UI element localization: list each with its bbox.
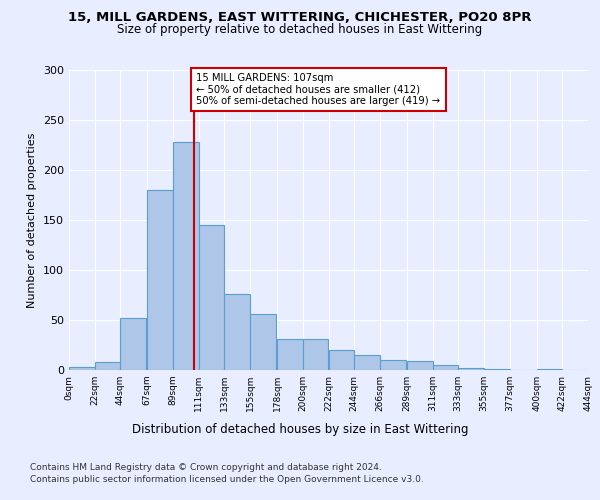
Bar (121, 318, 146, 370)
Bar (199, 225, 224, 370)
Bar (484, 369, 509, 370)
Bar (354, 355, 380, 370)
Text: Size of property relative to detached houses in East Wittering: Size of property relative to detached ho… (118, 22, 482, 36)
Bar (407, 361, 433, 370)
Text: 15 MILL GARDENS: 107sqm
← 50% of detached houses are smaller (412)
50% of semi-d: 15 MILL GARDENS: 107sqm ← 50% of detache… (196, 73, 440, 106)
Bar (224, 294, 250, 370)
Text: Contains HM Land Registry data © Crown copyright and database right 2024.: Contains HM Land Registry data © Crown c… (30, 462, 382, 471)
Bar (536, 369, 562, 370)
Text: 15, MILL GARDENS, EAST WITTERING, CHICHESTER, PO20 8PR: 15, MILL GARDENS, EAST WITTERING, CHICHE… (68, 11, 532, 24)
Bar (250, 314, 276, 370)
Bar (95, 362, 121, 370)
Bar (69, 367, 95, 370)
Bar (458, 368, 484, 370)
Text: Contains public sector information licensed under the Open Government Licence v3: Contains public sector information licen… (30, 475, 424, 484)
Bar (277, 339, 303, 370)
Text: Distribution of detached houses by size in East Wittering: Distribution of detached houses by size … (132, 422, 468, 436)
Bar (303, 339, 329, 370)
Bar (329, 350, 354, 370)
Bar (148, 190, 173, 370)
Y-axis label: Number of detached properties: Number of detached properties (28, 132, 37, 308)
Bar (380, 360, 406, 370)
Bar (433, 365, 458, 370)
Bar (173, 142, 199, 370)
